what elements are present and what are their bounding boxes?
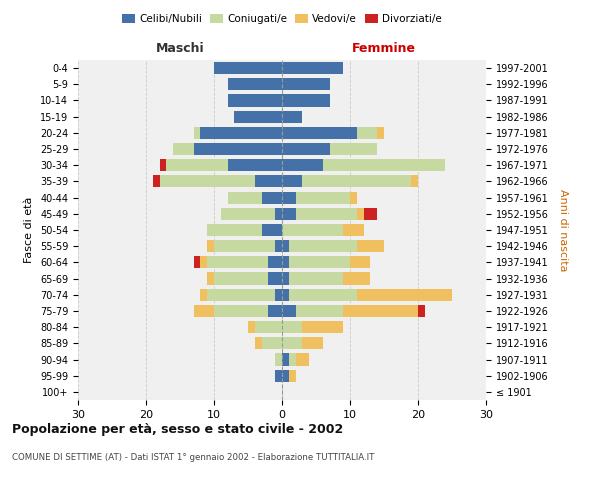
Bar bbox=[255, 176, 282, 188]
Bar bbox=[289, 370, 296, 382]
Bar bbox=[262, 338, 282, 349]
Bar bbox=[194, 305, 214, 317]
Y-axis label: Anni di nascita: Anni di nascita bbox=[558, 188, 568, 271]
Bar bbox=[282, 321, 302, 333]
Bar bbox=[227, 192, 262, 203]
Bar bbox=[166, 159, 227, 172]
Bar bbox=[207, 256, 268, 268]
Bar bbox=[282, 110, 302, 122]
Bar bbox=[357, 240, 384, 252]
Bar bbox=[343, 224, 364, 236]
Bar bbox=[282, 192, 296, 203]
Bar bbox=[289, 288, 357, 301]
Bar bbox=[364, 208, 377, 220]
Text: Maschi: Maschi bbox=[155, 42, 205, 55]
Bar bbox=[262, 192, 282, 203]
Bar bbox=[357, 127, 377, 139]
Bar bbox=[200, 288, 207, 301]
Bar bbox=[282, 62, 343, 74]
Bar bbox=[296, 305, 343, 317]
Bar bbox=[268, 256, 282, 268]
Bar bbox=[282, 208, 296, 220]
Bar bbox=[289, 256, 350, 268]
Bar bbox=[282, 143, 329, 155]
Bar bbox=[282, 272, 289, 284]
Legend: Celibi/Nubili, Coniugati/e, Vedovi/e, Divorziati/e: Celibi/Nubili, Coniugati/e, Vedovi/e, Di… bbox=[118, 10, 446, 29]
Bar bbox=[207, 224, 262, 236]
Bar bbox=[282, 354, 289, 366]
Text: Popolazione per età, sesso e stato civile - 2002: Popolazione per età, sesso e stato civil… bbox=[12, 422, 343, 436]
Bar bbox=[214, 240, 275, 252]
Bar bbox=[214, 305, 268, 317]
Bar bbox=[282, 224, 343, 236]
Bar bbox=[173, 143, 194, 155]
Bar bbox=[350, 256, 370, 268]
Bar bbox=[289, 354, 296, 366]
Bar bbox=[153, 176, 160, 188]
Bar bbox=[275, 288, 282, 301]
Bar bbox=[357, 208, 364, 220]
Bar bbox=[282, 338, 302, 349]
Y-axis label: Fasce di età: Fasce di età bbox=[25, 197, 34, 263]
Bar bbox=[221, 208, 275, 220]
Bar bbox=[343, 305, 418, 317]
Bar bbox=[248, 321, 255, 333]
Text: COMUNE DI SETTIME (AT) - Dati ISTAT 1° gennaio 2002 - Elaborazione TUTTITALIA.IT: COMUNE DI SETTIME (AT) - Dati ISTAT 1° g… bbox=[12, 452, 374, 462]
Bar bbox=[235, 110, 282, 122]
Bar bbox=[282, 159, 323, 172]
Bar bbox=[194, 256, 200, 268]
Bar bbox=[194, 143, 282, 155]
Bar bbox=[160, 176, 255, 188]
Bar bbox=[289, 272, 343, 284]
Text: Femmine: Femmine bbox=[352, 42, 416, 55]
Bar bbox=[207, 240, 214, 252]
Bar bbox=[282, 127, 357, 139]
Bar bbox=[282, 176, 302, 188]
Bar bbox=[418, 305, 425, 317]
Bar bbox=[302, 338, 323, 349]
Bar bbox=[275, 370, 282, 382]
Bar bbox=[329, 143, 377, 155]
Bar bbox=[255, 338, 262, 349]
Bar bbox=[302, 321, 343, 333]
Bar bbox=[282, 240, 289, 252]
Bar bbox=[160, 159, 166, 172]
Bar bbox=[411, 176, 418, 188]
Bar bbox=[255, 321, 282, 333]
Bar bbox=[289, 240, 357, 252]
Bar bbox=[282, 305, 296, 317]
Bar bbox=[282, 256, 289, 268]
Bar bbox=[227, 159, 282, 172]
Bar bbox=[350, 192, 357, 203]
Bar bbox=[282, 94, 329, 106]
Bar bbox=[275, 354, 282, 366]
Bar bbox=[343, 272, 370, 284]
Bar bbox=[282, 78, 329, 90]
Bar bbox=[296, 208, 357, 220]
Bar bbox=[227, 78, 282, 90]
Bar bbox=[275, 240, 282, 252]
Bar bbox=[296, 192, 350, 203]
Bar bbox=[227, 94, 282, 106]
Bar bbox=[302, 176, 411, 188]
Bar bbox=[268, 272, 282, 284]
Bar bbox=[296, 354, 309, 366]
Bar bbox=[214, 272, 268, 284]
Bar bbox=[207, 288, 275, 301]
Bar bbox=[200, 256, 207, 268]
Bar bbox=[323, 159, 445, 172]
Bar bbox=[214, 62, 282, 74]
Bar bbox=[268, 305, 282, 317]
Bar bbox=[262, 224, 282, 236]
Bar bbox=[377, 127, 384, 139]
Bar bbox=[194, 127, 200, 139]
Bar bbox=[200, 127, 282, 139]
Bar bbox=[207, 272, 214, 284]
Bar bbox=[282, 370, 289, 382]
Bar bbox=[275, 208, 282, 220]
Bar bbox=[357, 288, 452, 301]
Bar bbox=[282, 288, 289, 301]
